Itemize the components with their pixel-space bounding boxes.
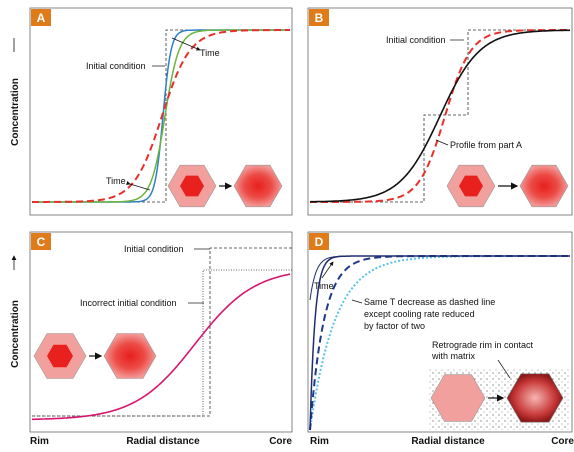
crystal-core	[459, 175, 483, 197]
curve	[309, 255, 570, 301]
x-axis-label: Rim	[310, 436, 329, 447]
annotation: Initial condition	[86, 61, 146, 71]
annotation: Time	[106, 176, 126, 186]
panel-labels: A B C D	[31, 9, 329, 250]
crystal	[506, 373, 564, 423]
annotation: Incorrect initial condition	[80, 298, 177, 308]
curves	[32, 29, 570, 431]
x-axis-label: Radial distance	[126, 436, 200, 447]
annotation: except cooling rate reduced	[364, 309, 475, 319]
crystal-core	[180, 175, 204, 197]
panel-label: D	[315, 235, 324, 249]
y-axis-label: Concentration	[10, 300, 21, 368]
annotation: Profile from part A	[450, 140, 522, 150]
annotation: Same T decrease as dashed line	[364, 297, 495, 307]
annotation: Initial condition	[386, 35, 446, 45]
axes-labels: Concentration Concentration Rim Radial d…	[10, 38, 574, 447]
annotation: Initial condition	[124, 244, 184, 254]
annotation: with matrix	[431, 351, 476, 361]
curve	[32, 273, 291, 421]
annotation: by factor of two	[364, 321, 425, 331]
y-axis-label: Concentration	[10, 78, 21, 146]
panel-frames	[29, 7, 573, 433]
panel-label: C	[37, 235, 46, 249]
annotations: Time Initial condition Time Initial cond…	[80, 35, 534, 361]
annotation: Retrograde rim in contact	[432, 340, 534, 350]
crystal	[430, 374, 486, 422]
crystal	[103, 333, 157, 379]
panel-label: B	[315, 11, 324, 25]
curve	[310, 29, 570, 203]
curve	[310, 29, 570, 203]
crystal	[233, 164, 283, 208]
x-axis-label: Core	[269, 436, 292, 447]
annotation: Time	[200, 48, 220, 58]
x-axis-label: Core	[551, 436, 574, 447]
icons	[33, 164, 570, 430]
leader-lines	[126, 37, 511, 379]
crystal	[519, 164, 569, 208]
curve	[32, 29, 290, 203]
initial-step	[32, 247, 292, 417]
incorrect-initial	[32, 269, 292, 417]
crystal-core	[47, 344, 73, 368]
x-axis-label: Radial distance	[411, 436, 485, 447]
curve	[309, 255, 570, 431]
panel-label: A	[37, 11, 46, 25]
annotation: Time	[314, 281, 334, 291]
x-axis-label: Rim	[30, 436, 49, 447]
